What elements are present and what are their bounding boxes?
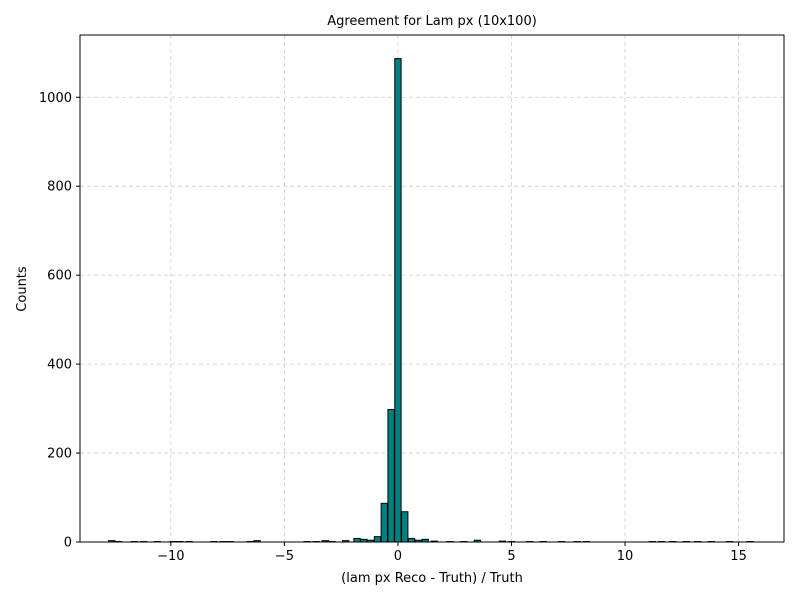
x-tick-label: −10 — [157, 549, 184, 564]
x-tick-label: 10 — [617, 549, 634, 564]
x-axis-label: (lam px Reco - Truth) / Truth — [341, 571, 523, 586]
x-axis-ticks: −10 −5 0 5 10 15 — [157, 542, 747, 564]
histogram-bar — [373, 536, 382, 543]
y-tick-label: 800 — [47, 180, 72, 195]
x-tick-label: 0 — [394, 549, 402, 564]
x-tick-label: 5 — [507, 549, 515, 564]
y-axis-label: Counts — [15, 266, 30, 312]
y-tick-label: 400 — [47, 358, 72, 373]
y-tick-label: 600 — [47, 269, 72, 284]
histogram-bar — [407, 537, 416, 543]
y-axis-ticks: 0 200 400 600 800 1000 — [39, 91, 80, 551]
chart-title: Agreement for Lam px (10x100) — [327, 14, 537, 29]
x-tick-label: 15 — [730, 549, 747, 564]
histogram-bar — [387, 408, 395, 543]
histogram-bar — [380, 502, 388, 543]
histogram-bar — [353, 537, 361, 543]
plot-frame — [79, 34, 785, 543]
histogram-bar — [394, 58, 402, 543]
x-tick-label: −5 — [275, 549, 294, 564]
y-tick-label: 0 — [64, 536, 72, 551]
histogram-bar — [401, 511, 409, 543]
y-tick-label: 1000 — [39, 91, 72, 106]
y-tick-label: 200 — [47, 447, 72, 462]
